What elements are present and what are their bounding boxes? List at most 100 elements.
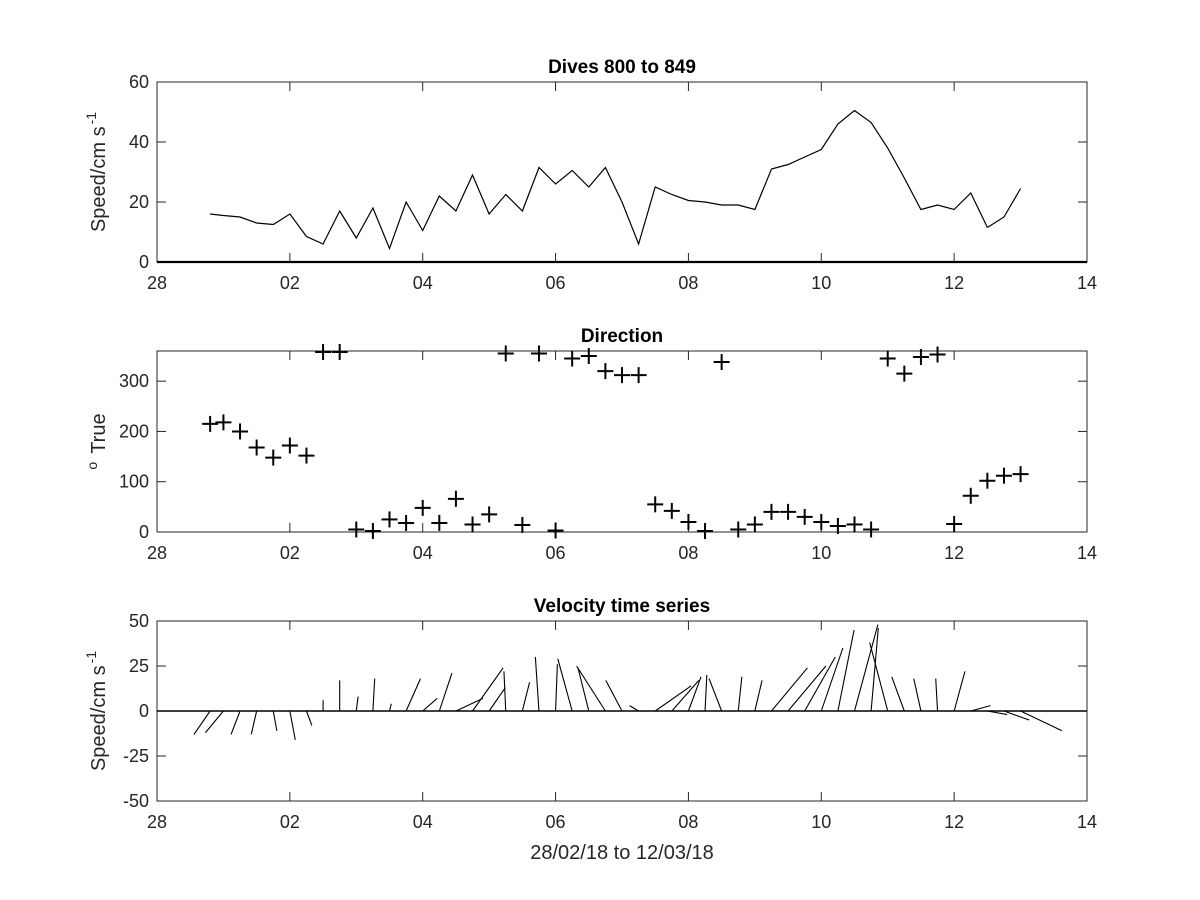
direction-point <box>962 487 979 504</box>
direction-point <box>348 521 365 538</box>
velocity-stick <box>891 676 905 712</box>
velocity-ytick-label: -50 <box>123 791 149 811</box>
velocity-stick <box>289 710 296 740</box>
direction-point <box>232 423 249 440</box>
velocity-xtick-label: 08 <box>678 812 698 832</box>
direction-point <box>929 346 946 363</box>
velocity-stick <box>804 656 836 712</box>
velocity-ytick-label: -25 <box>123 746 149 766</box>
velocity-stick <box>455 697 484 712</box>
velocity-stick <box>405 678 422 712</box>
velocity-stick <box>422 697 438 712</box>
velocity-stick <box>953 671 966 712</box>
direction-point <box>202 415 219 432</box>
direction-point <box>248 439 265 456</box>
velocity-panel: 28 02 04 06 08 10 12 14 -50 -25 0 25 50 Velocity time… <box>83 596 1097 864</box>
direction-point <box>680 513 697 530</box>
velocity-stick <box>704 674 708 712</box>
direction-panel: 28 02 04 06 08 10 12 14 0 100 200 300 Direction o True <box>84 326 1097 563</box>
speed-panel: 28 02 04 06 08 10 12 14 0 20 40 60 Dives 800 to 849 S… <box>83 57 1097 293</box>
direction-title: Direction <box>581 326 663 347</box>
direction-xtick-label: 04 <box>413 543 433 563</box>
direction-point <box>547 522 564 539</box>
speed-xtick-label: 08 <box>678 273 698 293</box>
velocity-stick <box>820 647 844 712</box>
direction-point <box>730 521 747 538</box>
direction-ylabel-prefix: o <box>84 462 100 470</box>
velocity-stick <box>555 664 558 712</box>
direction-point <box>697 522 714 539</box>
velocity-stick <box>438 673 453 712</box>
direction-point <box>315 344 332 361</box>
direction-point <box>763 503 780 520</box>
direction-point <box>265 449 282 466</box>
velocity-xtick-label: 06 <box>546 812 566 832</box>
velocity-ylabel-text: Speed/cm s <box>88 665 110 771</box>
direction-xtick-label: 28 <box>147 543 167 563</box>
velocity-stick <box>837 629 855 712</box>
velocity-stick <box>205 710 224 733</box>
speed-series-line-1 <box>987 188 1022 229</box>
velocity-stick <box>230 710 241 735</box>
direction-point <box>946 515 963 532</box>
speed-xtick-label: 10 <box>811 273 831 293</box>
velocity-ytick-label: 0 <box>139 701 149 721</box>
speed-ytick-label: 0 <box>139 252 149 272</box>
direction-point <box>580 348 597 365</box>
direction-point <box>464 516 481 533</box>
velocity-stick <box>687 676 702 712</box>
speed-axes-box <box>156 81 1088 263</box>
velocity-stick <box>737 676 743 712</box>
direction-point <box>1012 466 1029 483</box>
velocity-stick <box>671 680 700 712</box>
velocity-xtick-label: 10 <box>811 812 831 832</box>
direction-point <box>381 511 398 528</box>
direction-point <box>215 414 232 431</box>
velocity-ytick-label: 50 <box>129 611 149 631</box>
direction-point <box>896 365 913 382</box>
velocity-stick <box>708 678 723 712</box>
direction-point <box>995 467 1012 484</box>
direction-xtick-label: 06 <box>546 543 566 563</box>
direction-ylabel: o True <box>84 413 110 469</box>
speed-xtick-label: 06 <box>546 273 566 293</box>
velocity-stick <box>250 710 258 735</box>
direction-point <box>614 367 630 384</box>
speed-title: Dives 800 to 849 <box>548 57 696 78</box>
direction-point <box>364 522 381 539</box>
speed-xtick-label: 14 <box>1077 273 1097 293</box>
direction-point <box>481 506 498 523</box>
direction-ytick-label: 100 <box>119 472 149 492</box>
direction-point <box>663 502 680 519</box>
speed-ylabel-superscript: -1 <box>83 112 99 125</box>
direction-point <box>564 350 581 367</box>
direction-point <box>331 344 348 361</box>
direction-point <box>829 517 846 534</box>
velocity-stick <box>372 678 376 712</box>
velocity-stick <box>654 685 692 712</box>
direction-point <box>780 503 797 520</box>
direction-xtick-label: 10 <box>811 543 831 563</box>
velocity-stick <box>629 705 639 712</box>
velocity-ylabel: Speed/cm s-1 <box>83 651 110 771</box>
velocity-stick <box>870 628 879 712</box>
direction-point <box>879 350 896 367</box>
direction-point <box>630 367 647 384</box>
velocity-stick <box>1020 710 1063 732</box>
direction-point <box>863 521 880 538</box>
speed-ytick-label: 20 <box>129 192 149 212</box>
velocity-stick <box>577 667 590 712</box>
direction-ylabel-text: True <box>88 413 110 453</box>
speed-xtick-label: 02 <box>280 273 300 293</box>
velocity-xlabel: 28/02/18 to 12/03/18 <box>530 842 714 864</box>
velocity-stick <box>605 680 623 712</box>
direction-point <box>281 437 298 454</box>
direction-point <box>298 447 315 464</box>
direction-point <box>647 496 664 513</box>
direction-point <box>514 516 531 533</box>
direction-point <box>398 514 415 531</box>
velocity-xtick-label: 04 <box>413 812 433 832</box>
velocity-stick <box>787 665 827 712</box>
direction-point <box>597 363 614 380</box>
